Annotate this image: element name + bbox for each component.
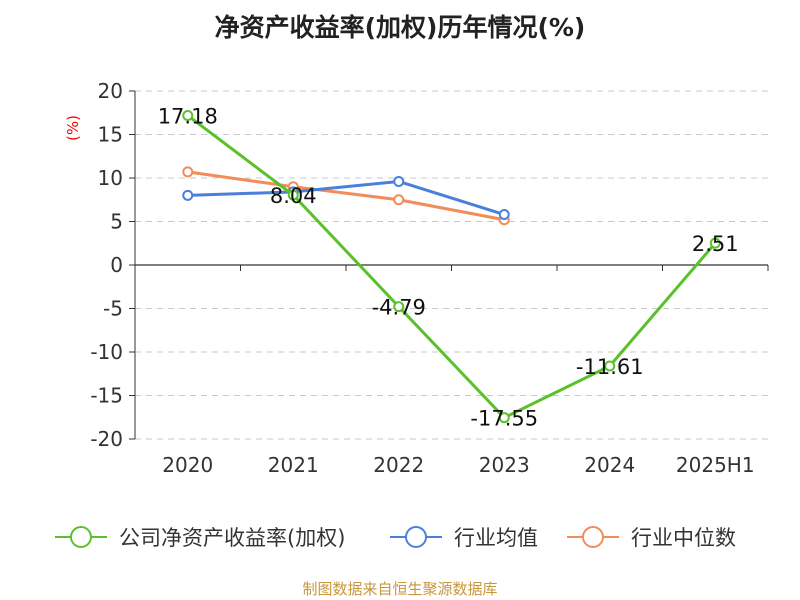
data-point [182,166,194,178]
y-tick-label: -10 [90,340,123,364]
data-point [393,194,405,206]
data-point [498,412,510,424]
legend-label: 行业均值 [454,526,538,550]
data-point [287,189,299,201]
series-line [186,114,717,420]
data-point [393,175,405,187]
chart-title: 净资产收益率(加权)历年情况(%) [214,13,586,42]
data-label: 2.51 [692,232,739,256]
legend-marker [70,526,92,548]
data-point [498,209,510,221]
data-point [604,360,616,372]
data-point [709,237,721,249]
x-tick-label: 2020 [162,453,213,477]
data-label: -11.61 [576,355,644,379]
data-label: 8.04 [270,184,317,208]
y-axis-label: (%) [64,115,82,141]
legend-marker [405,526,427,548]
legend-label: 行业中位数 [631,526,736,550]
y-tick-label: 20 [98,79,123,103]
y-tick-label: 5 [110,210,123,234]
y-tick-label: 15 [98,123,123,147]
y-tick-label: -15 [90,384,123,408]
y-tick-label: -20 [90,427,123,451]
x-tick-label: 2025H1 [676,453,755,477]
x-tick-label: 2023 [479,453,530,477]
data-label: -17.55 [470,407,538,431]
x-tick-label: 2024 [584,453,635,477]
data-point [182,110,194,122]
y-tick-label: 0 [110,253,123,277]
x-tick-label: 2022 [373,453,424,477]
data-point [393,301,405,313]
data-label: -4.79 [372,296,426,320]
series-line [187,179,505,216]
y-tick-label: -5 [103,297,123,321]
data-labels: 17.18 8.04 -4.79 -17.55 -11.61 2.51 [158,105,739,431]
legend-label: 公司净资产收益率(加权) [119,526,345,550]
axes: 20 15 10 5 0 -5 -10 -15 -20 2020 2021 2022 2023 2024 2… [90,79,769,477]
series-line [187,170,505,222]
legend: 公司净资产收益率(加权) 行业均值 行业中位数 [55,526,736,550]
data-label: 17.18 [158,105,218,129]
data-point [182,189,194,201]
x-tick-label: 2021 [268,453,319,477]
y-tick-label: 10 [98,166,123,190]
source-note: 制图数据来自恒生聚源数据库 [302,580,498,598]
legend-marker [582,526,604,548]
series-lines [182,110,721,424]
